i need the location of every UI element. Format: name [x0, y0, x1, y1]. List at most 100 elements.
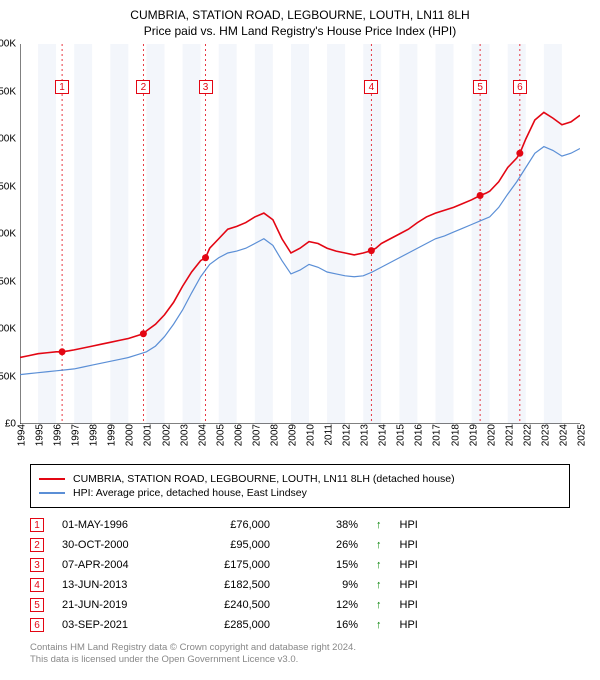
- y-tick-label: £100K: [0, 324, 20, 335]
- x-tick-label: 2011: [320, 424, 335, 446]
- sale-suffix: HPI: [400, 619, 418, 631]
- title-block: CUMBRIA, STATION ROAD, LEGBOURNE, LOUTH,…: [0, 0, 600, 40]
- up-arrow-icon: ↑: [376, 579, 382, 591]
- x-tick-label: 2002: [157, 424, 172, 446]
- sale-suffix: HPI: [400, 539, 418, 551]
- x-tick-label: 1994: [13, 424, 28, 446]
- legend-swatch: [39, 492, 65, 494]
- sale-date: 01-MAY-1996: [62, 519, 172, 531]
- x-tick-label: 2010: [302, 424, 317, 446]
- chart-legend: CUMBRIA, STATION ROAD, LEGBOURNE, LOUTH,…: [30, 464, 570, 508]
- up-arrow-icon: ↑: [376, 559, 382, 571]
- sale-marker-6: 6: [513, 80, 527, 94]
- legend-label: HPI: Average price, detached house, East…: [73, 487, 307, 499]
- sales-row: 5 21-JUN-2019 £240,500 12% ↑ HPI: [30, 598, 570, 612]
- sales-table: 1 01-MAY-1996 £76,000 38% ↑ HPI 2 30-OCT-2000 £9…: [30, 518, 570, 632]
- sale-price: £182,500: [190, 579, 270, 591]
- x-tick-label: 2008: [265, 424, 280, 446]
- sale-suffix: HPI: [400, 559, 418, 571]
- sale-suffix: HPI: [400, 599, 418, 611]
- sale-number-box: 3: [30, 558, 44, 572]
- x-tick-label: 1999: [103, 424, 118, 446]
- sale-pct: 9%: [288, 579, 358, 591]
- sale-price: £175,000: [190, 559, 270, 571]
- x-tick-label: 1995: [31, 424, 46, 446]
- sale-suffix: HPI: [400, 519, 418, 531]
- x-tick-label: 1998: [85, 424, 100, 446]
- x-tick-label: 2006: [229, 424, 244, 446]
- sale-marker-1: 1: [55, 80, 69, 94]
- x-tick-label: 2018: [446, 424, 461, 446]
- sale-number-box: 1: [30, 518, 44, 532]
- sale-number-box: 6: [30, 618, 44, 632]
- x-tick-label: 1997: [67, 424, 82, 446]
- y-tick-label: £200K: [0, 229, 20, 240]
- sales-row: 230-OCT-2000£95,00026%↑HPI: [30, 538, 570, 552]
- legend-swatch: [39, 478, 65, 480]
- sales-row: 413-JUN-2013£182,5009%↑HPI: [30, 578, 570, 592]
- sale-pct: 12%: [288, 599, 358, 611]
- title-subtitle: Price paid vs. HM Land Registry's House …: [10, 24, 590, 38]
- sale-date: 21-JUN-2019: [62, 599, 172, 611]
- x-tick-label: 2012: [338, 424, 353, 446]
- footer-line-1: Contains HM Land Registry data © Crown c…: [30, 642, 570, 654]
- y-tick-label: £350K: [0, 86, 20, 97]
- page-container: CUMBRIA, STATION ROAD, LEGBOURNE, LOUTH,…: [0, 0, 600, 667]
- sale-date: 13-JUN-2013: [62, 579, 172, 591]
- sales-row: 3 07-APR-2004 £175,000 15% ↑ HPI: [30, 558, 570, 572]
- sale-pct: 15%: [288, 559, 358, 571]
- x-tick-label: 2007: [247, 424, 262, 446]
- sale-number-box: 2: [30, 538, 44, 552]
- x-tick-label: 2022: [518, 424, 533, 446]
- sale-price: £240,500: [190, 599, 270, 611]
- sale-date: 03-SEP-2021: [62, 619, 172, 631]
- sale-pct: 38%: [288, 519, 358, 531]
- sale-date: 30-OCT-2000: [62, 539, 172, 551]
- title-address: CUMBRIA, STATION ROAD, LEGBOURNE, LOUTH,…: [10, 8, 590, 22]
- sale-number-box: 4: [30, 578, 44, 592]
- sale-marker-2: 2: [136, 80, 150, 94]
- y-tick-label: £150K: [0, 276, 20, 287]
- x-tick-label: 2004: [193, 424, 208, 446]
- x-tick-label: 2024: [554, 424, 569, 446]
- x-tick-label: 2013: [356, 424, 371, 446]
- x-tick-label: 2001: [139, 424, 154, 446]
- y-tick-label: £50K: [0, 371, 20, 382]
- legend-item: CUMBRIA, STATION ROAD, LEGBOURNE, LOUTH,…: [39, 473, 561, 485]
- chart-svg: [20, 44, 580, 424]
- legend-item: HPI: Average price, detached house, East…: [39, 487, 561, 499]
- x-tick-label: 2009: [283, 424, 298, 446]
- price-chart: £0£50K£100K£150K£200K£250K£300K£350K£400…: [20, 44, 580, 424]
- sale-price: £95,000: [190, 539, 270, 551]
- x-tick-label: 2005: [211, 424, 226, 446]
- sales-row: 6 03-SEP-2021 £285,000 16% ↑ HPI: [30, 618, 570, 632]
- x-tick-label: 2019: [464, 424, 479, 446]
- sale-marker-5: 5: [473, 80, 487, 94]
- x-tick-label: 2017: [428, 424, 443, 446]
- x-tick-label: 2000: [121, 424, 136, 446]
- sale-price: £285,000: [190, 619, 270, 631]
- x-tick-label: 2025: [573, 424, 588, 446]
- up-arrow-icon: ↑: [376, 519, 382, 531]
- x-tick-label: 2014: [374, 424, 389, 446]
- sale-pct: 16%: [288, 619, 358, 631]
- footer-attribution: Contains HM Land Registry data © Crown c…: [30, 642, 570, 667]
- y-tick-label: £400K: [0, 39, 20, 50]
- x-tick-label: 2023: [536, 424, 551, 446]
- sales-row: 1 01-MAY-1996 £76,000 38% ↑ HPI: [30, 518, 570, 532]
- x-tick-label: 2015: [392, 424, 407, 446]
- x-tick-label: 2016: [410, 424, 425, 446]
- sale-marker-4: 4: [364, 80, 378, 94]
- x-tick-label: 2003: [175, 424, 190, 446]
- sale-pct: 26%: [288, 539, 358, 551]
- sale-date: 07-APR-2004: [62, 559, 172, 571]
- y-tick-label: £250K: [0, 181, 20, 192]
- x-tick-label: 2020: [482, 424, 497, 446]
- sale-number-box: 5: [30, 598, 44, 612]
- footer-line-2: This data is licensed under the Open Gov…: [30, 654, 570, 666]
- x-tick-label: 2021: [500, 424, 515, 446]
- sale-price: £76,000: [190, 519, 270, 531]
- up-arrow-icon: ↑: [376, 599, 382, 611]
- y-tick-label: £300K: [0, 134, 20, 145]
- up-arrow-icon: ↑: [376, 619, 382, 631]
